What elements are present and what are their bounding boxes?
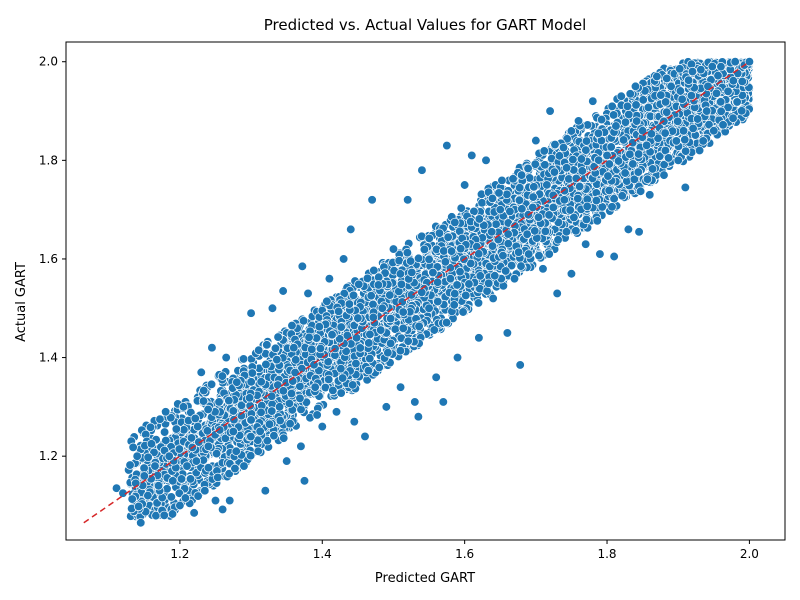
data-point (534, 251, 544, 261)
data-point (398, 323, 408, 333)
data-point (261, 359, 271, 370)
data-point (540, 160, 550, 170)
data-point (608, 110, 619, 120)
data-point (622, 101, 633, 111)
data-point (395, 346, 406, 356)
data-point (429, 325, 439, 335)
data-point (167, 509, 178, 519)
data-point (238, 354, 249, 364)
data-point (728, 113, 738, 123)
data-point (625, 89, 635, 99)
data-point (291, 355, 301, 365)
data-point (285, 419, 295, 429)
data-point (336, 364, 346, 374)
data-point (262, 340, 272, 350)
data-point (287, 320, 297, 331)
data-point (550, 139, 560, 150)
data-point (732, 97, 742, 107)
data-point (620, 117, 631, 127)
data-point (213, 472, 223, 483)
data-point (477, 198, 487, 208)
data-point (566, 126, 577, 136)
data-point (461, 290, 471, 301)
data-point (362, 273, 373, 283)
data-point (458, 307, 468, 317)
data-point (607, 202, 617, 212)
data-point (424, 233, 434, 244)
points-layer (111, 57, 755, 528)
data-point (609, 194, 619, 204)
data-point (246, 377, 256, 387)
data-point (450, 217, 460, 228)
data-point (159, 427, 170, 437)
chart-title: Predicted vs. Actual Values for GART Mod… (264, 16, 587, 34)
data-point (279, 433, 289, 443)
data-point (270, 343, 281, 353)
data-point (617, 191, 627, 201)
data-point (441, 317, 452, 328)
data-point (366, 291, 376, 301)
data-point (482, 286, 492, 296)
data-point (718, 120, 728, 130)
data-point (558, 142, 569, 153)
data-point (581, 214, 592, 225)
data-point (296, 404, 306, 415)
data-point (166, 492, 176, 502)
data-point (484, 278, 494, 288)
data-point (539, 146, 549, 156)
data-point (544, 249, 554, 259)
data-point (647, 164, 658, 174)
data-point (394, 256, 404, 266)
data-point (275, 415, 285, 426)
data-point (443, 232, 453, 242)
data-point (662, 73, 672, 84)
data-point (364, 338, 374, 348)
data-point (336, 388, 346, 398)
data-point (298, 316, 309, 326)
data-point (247, 368, 257, 378)
data-point (473, 298, 484, 308)
